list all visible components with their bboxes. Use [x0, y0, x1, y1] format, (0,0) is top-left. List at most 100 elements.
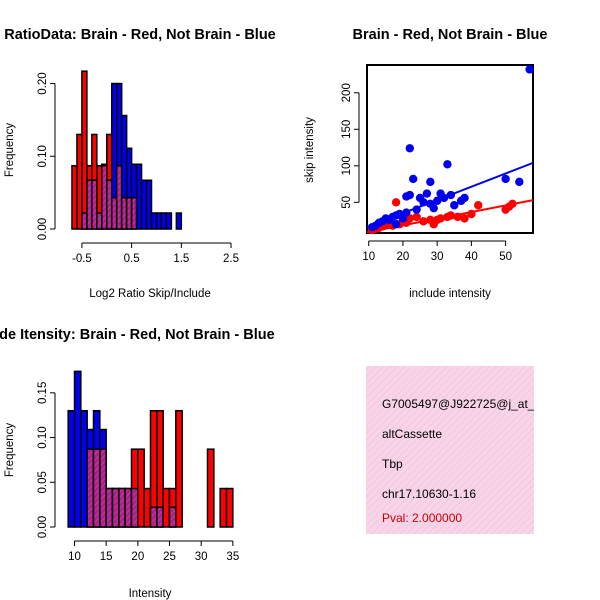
info-pval: Pval: 2.000000 — [382, 511, 462, 525]
scatter-point-blue — [405, 190, 414, 200]
intensity-histogram-x-tick-label: 10 — [68, 551, 81, 563]
scatter-point-blue — [429, 203, 438, 213]
scatter-point-blue — [443, 160, 452, 169]
intensity-histogram-overlap-bar — [149, 506, 158, 528]
intensity-histogram-bar — [73, 370, 82, 528]
scatter-point-blue — [405, 144, 414, 153]
scatter-point-red — [467, 209, 476, 219]
intensity-histogram-bar — [206, 448, 215, 528]
ratio-histogram-title: RatioData: Brain - Red, Not Brain - Blue — [4, 27, 276, 43]
scatter-point-red — [446, 211, 456, 220]
intensity-histogram-ylabel: Frequency — [4, 423, 16, 478]
scatter-xlabel: include intensity — [409, 288, 491, 300]
scatter-point-blue — [446, 190, 456, 200]
scatter-point-red — [460, 214, 469, 223]
scatter-point-red — [419, 217, 428, 226]
ratio-histogram-ylabel: Frequency — [4, 123, 16, 178]
intensity-histogram-x-tick-label: 15 — [100, 551, 113, 563]
scatter-point-blue — [460, 193, 469, 203]
intensity-histogram-overlap-bar — [124, 487, 133, 528]
scatter-point-red — [508, 199, 517, 208]
intensity-histogram-overlap-bar — [156, 506, 164, 528]
scatter-point-blue — [402, 208, 411, 217]
ratio-histogram-bars — [71, 70, 183, 230]
intensity-histogram-y-tick-label: 0.10 — [37, 426, 49, 448]
ratio-histogram-x-tick-label: 1.5 — [173, 253, 189, 265]
scatter-point-blue — [501, 174, 510, 184]
intensity-histogram-bar — [219, 487, 228, 528]
intensity-histogram-x-tick-label: 25 — [163, 551, 176, 563]
scatter-point-blue — [432, 196, 442, 206]
ratio-histogram-x-tick-label: 2.5 — [223, 253, 239, 265]
scatter-point-blue — [426, 177, 435, 187]
intensity-histogram-overlap-bar — [130, 487, 139, 528]
scatter-y-tick-label: 200 — [341, 83, 353, 102]
intensity-histogram-bar — [225, 487, 234, 528]
info-event-id: G7005497@J922725@j_at_cassette — [382, 397, 579, 411]
intensity-histogram-title: Include Itensity: Brain - Red, Not Brain… — [0, 327, 275, 343]
scatter-point-red — [391, 198, 401, 207]
info-panel-background — [366, 366, 534, 534]
scatter-point-blue — [450, 201, 459, 210]
scatter-point-blue — [525, 65, 534, 74]
scatter-point-red — [453, 212, 462, 222]
intensity-histogram-overlap-bar — [111, 487, 120, 528]
intensity-histogram-overlap-bar — [99, 448, 107, 528]
intensity-histogram-overlap-bar — [168, 506, 177, 528]
intensity-histogram-y-tick-label: 0.15 — [37, 382, 49, 404]
info-panel: G7005497@J922725@j_at_cassette altCasset… — [366, 366, 579, 534]
intensity-histogram-bars — [67, 370, 234, 528]
intensity-histogram: Include Itensity: Brain - Red, Not Brain… — [0, 327, 275, 600]
intensity-histogram-overlap-bar — [105, 487, 114, 528]
scatter-point-blue — [391, 220, 401, 229]
scatter-point-red — [436, 214, 445, 223]
ratio-histogram-x-tick-label: -0.5 — [72, 253, 92, 265]
intensity-histogram-axes: 10 15 20 25 30 35 0.00 0.05 0.10 0.15 — [37, 382, 239, 563]
info-event-type: altCassette — [382, 427, 442, 441]
ratio-histogram-bar — [145, 179, 153, 230]
ratio-histogram-y-tick-label: 0.00 — [37, 218, 49, 240]
scatter-x-tick-label: 50 — [499, 251, 512, 263]
intensity-histogram-bar — [175, 409, 183, 528]
intensity-histogram-x-tick-label: 30 — [195, 551, 208, 563]
ratio-histogram-y-tick-label: 0.20 — [37, 72, 49, 94]
scatter-x-tick-label: 20 — [397, 251, 410, 263]
scatter-point-blue — [439, 193, 449, 203]
scatter-point-blue — [515, 177, 524, 187]
scatter-title: Brain - Red, Not Brain - Blue — [353, 27, 548, 43]
scatter-point-blue — [412, 205, 421, 214]
intensity-histogram-y-tick-label: 0.05 — [37, 471, 49, 493]
scatter-x-tick-label: 40 — [465, 251, 478, 263]
ratio-histogram-bar — [175, 212, 183, 230]
scatter-point-blue — [419, 198, 428, 207]
intensity-histogram-overlap-bar — [92, 448, 101, 528]
intensity-histogram-bar — [67, 409, 76, 528]
ratio-histogram-y-tick-label: 0.10 — [37, 145, 49, 167]
scatter-points — [367, 65, 534, 235]
scatter-x-tick-label: 10 — [362, 251, 375, 263]
scatter-x-tick-label: 30 — [431, 251, 444, 263]
scatter-ylabel: skip intensity — [304, 117, 316, 183]
scatter-point-red — [474, 201, 483, 210]
scatter-y-tick-label: 150 — [341, 120, 353, 139]
intensity-histogram-bar — [137, 448, 145, 528]
info-gene: Tbp — [382, 457, 403, 471]
scatter-frame — [366, 64, 534, 234]
intensity-scatter: Brain - Red, Not Brain - Blue 10 20 30 40 50… — [304, 27, 547, 300]
intensity-histogram-xlabel: Intensity — [129, 588, 172, 600]
intensity-histogram-y-tick-label: 0.00 — [37, 516, 49, 538]
intensity-histogram-bar — [80, 409, 88, 528]
ratio-histogram-xlabel: Log2 Ratio Skip/Include — [89, 288, 210, 300]
scatter-axes: 10 20 30 40 50 50 100 150 200 — [341, 83, 512, 263]
ratio-histogram-bar — [165, 212, 173, 230]
ratio-histogram-x-tick-label: 0.5 — [124, 253, 140, 265]
scatter-point-blue — [409, 174, 418, 184]
info-location: chr17.10630-1.16 — [382, 487, 476, 501]
scatter-point-blue — [422, 189, 432, 198]
ratio-histogram: RatioData: Brain - Red, Not Brain - Blue… — [4, 27, 276, 300]
intensity-histogram-overlap-bar — [86, 448, 95, 528]
scatter-point-red — [412, 212, 421, 222]
intensity-histogram-overlap-bar — [118, 487, 126, 528]
ratio-histogram-axes: -0.5 0.5 1.5 2.5 0.00 0.10 0.20 — [37, 72, 239, 265]
